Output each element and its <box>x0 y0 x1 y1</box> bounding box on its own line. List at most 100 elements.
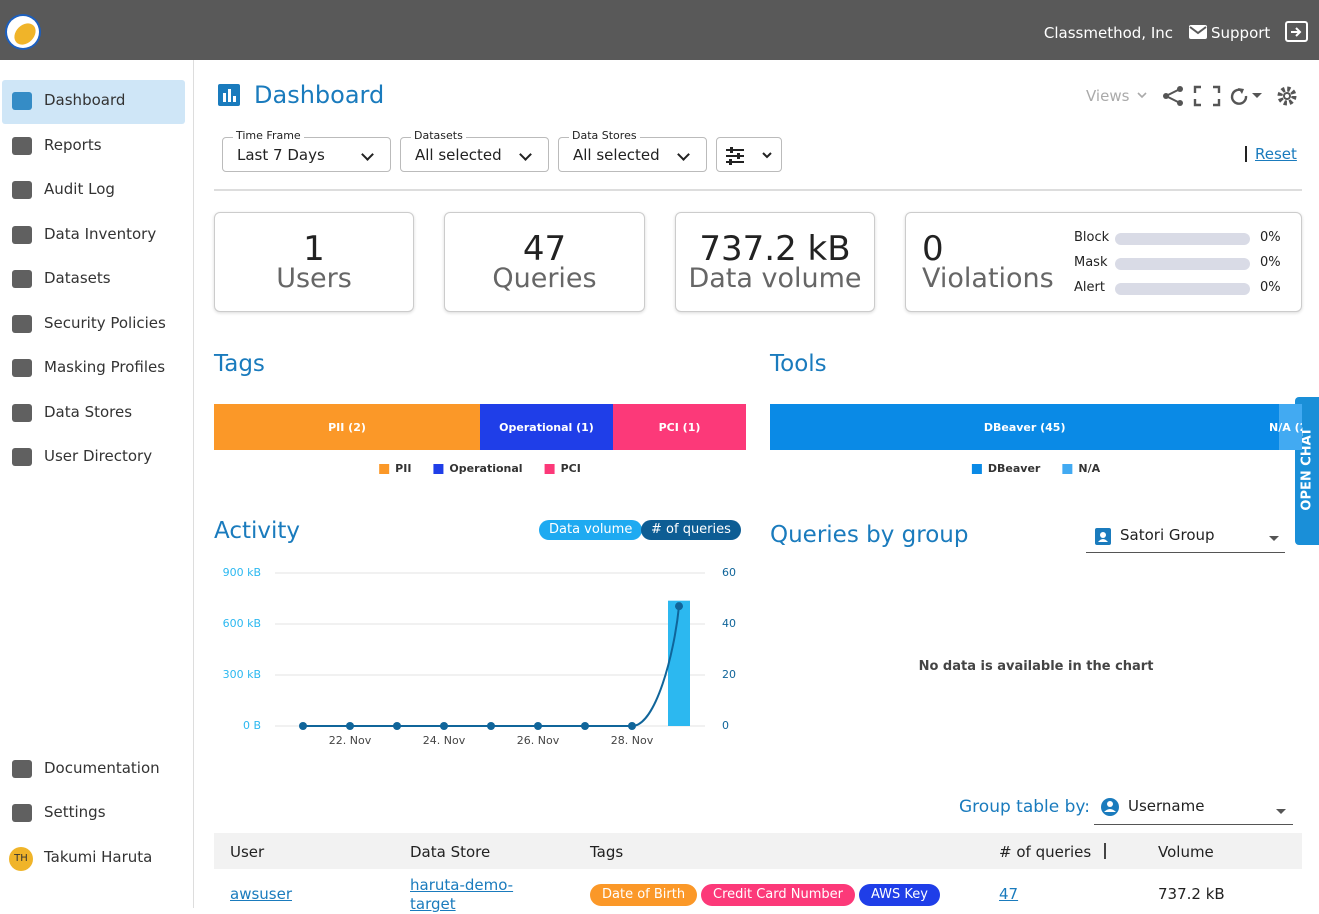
section-title: Activity <box>214 518 301 544</box>
mail-icon <box>1189 25 1207 39</box>
logo[interactable] <box>4 13 42 51</box>
selector-value: Satori Group <box>1120 526 1215 544</box>
segment-label: DBeaver (45) <box>984 421 1066 434</box>
legend-swatch <box>544 464 555 474</box>
queries-link[interactable]: 47 <box>999 885 1019 903</box>
bar-value: 0% <box>1260 255 1281 270</box>
bar-segment <box>770 404 1280 450</box>
section-title: Tools <box>770 351 827 377</box>
nav-icon <box>12 760 32 778</box>
nav-item[interactable]: Settings <box>44 803 106 821</box>
nav-active <box>2 80 185 124</box>
y-tick-label: 900 kB <box>223 566 261 579</box>
nav-item[interactable]: Audit Log <box>44 180 115 198</box>
bar-segment <box>480 404 613 450</box>
legend-label: Operational <box>449 462 522 475</box>
y-tick-label: 600 kB <box>223 617 261 630</box>
x-tick-label: 26. Nov <box>517 734 560 747</box>
filter-value: Last 7 Days <box>237 146 325 164</box>
x-tick-label: 24. Nov <box>423 734 466 747</box>
nav-item[interactable]: Masking Profiles <box>44 358 166 376</box>
filter-options[interactable] <box>716 137 782 172</box>
filter-label: Data Stores <box>569 129 640 142</box>
nav-item[interactable]: User Directory <box>44 447 153 465</box>
segment-label: Operational (1) <box>499 421 594 434</box>
nav-item[interactable]: Security Policies <box>44 313 166 332</box>
tag-chip: AWS Key <box>859 884 940 906</box>
y-tick-label: 0 B <box>243 719 261 732</box>
nav-item[interactable]: Dashboard <box>44 91 126 109</box>
nav-icon <box>12 225 32 244</box>
nav-icon <box>12 181 32 199</box>
filter-select[interactable]: Time Frame Last 7 Days <box>222 129 391 172</box>
y2-tick-label: 40 <box>722 617 736 630</box>
bar-track <box>1115 283 1250 295</box>
support-link[interactable]: Support <box>1211 24 1271 42</box>
toggle[interactable]: Data volume <box>539 520 643 540</box>
toolbar-icons[interactable] <box>1134 84 1304 108</box>
point <box>393 722 401 730</box>
stat-label: Data volume <box>688 263 862 294</box>
group-selector[interactable]: Satori Group <box>1086 520 1285 553</box>
sort-icon <box>1104 843 1106 859</box>
stat-value: 47 <box>522 229 567 269</box>
nav-item[interactable]: Reports <box>44 135 102 154</box>
avatar: TH <box>9 847 33 871</box>
volume: 737.2 kB <box>1158 885 1225 903</box>
filter-select[interactable]: Datasets All selected <box>400 129 549 172</box>
violations-card: 0 Violations Block 0% Mask 0% Alert 0% <box>905 212 1302 312</box>
filter-label: Time Frame <box>233 129 304 142</box>
reset-link[interactable]: Reset <box>1255 145 1297 163</box>
point <box>487 722 495 730</box>
filter-label: Datasets <box>411 129 466 142</box>
bar-name: Mask <box>1074 255 1108 270</box>
legend: DBeaver N/A <box>971 462 1101 475</box>
bar-value: 0% <box>1260 230 1281 245</box>
stat-value: 737.2 kB <box>699 229 851 269</box>
separator <box>214 189 1302 191</box>
table-header: User Data Store Tags # of queries Volume <box>214 833 1302 869</box>
nav-icon <box>12 448 32 466</box>
y2-tick-label: 0 <box>722 719 729 732</box>
stat-label: Queries <box>492 263 597 294</box>
y-tick-label: 300 kB <box>223 668 261 681</box>
segment-label: PCI (1) <box>659 421 701 434</box>
sidebar: Dashboard Reports Audit Log Data Inventory D… <box>0 60 194 908</box>
nav-item[interactable]: Datasets <box>44 269 111 287</box>
user-link[interactable]: awsuser <box>230 885 292 903</box>
stat-label: Violations <box>922 263 1054 294</box>
legend-swatch <box>971 464 982 474</box>
divider <box>1245 146 1247 162</box>
filter-select[interactable]: Data Stores All selected <box>558 129 707 172</box>
stat-label: Users <box>276 263 352 294</box>
selector-value: Username <box>1128 797 1205 815</box>
queries-card: 47 Queries <box>444 212 645 312</box>
section-title: Tags <box>214 351 265 377</box>
toggle[interactable]: # of queries <box>641 520 741 540</box>
nav-item[interactable]: Data Inventory <box>44 224 157 243</box>
nav-item[interactable]: Data Stores <box>44 402 133 421</box>
bar-name: Alert <box>1074 280 1105 295</box>
nav-icon <box>12 804 32 822</box>
section-title: Queries by group <box>770 522 969 548</box>
company: Classmethod, Inc <box>1043 24 1173 42</box>
legend: PII Operational PCI <box>379 462 581 475</box>
legend-label: N/A <box>1078 462 1100 475</box>
bar-name: Block <box>1074 230 1110 245</box>
views-menu[interactable]: Views <box>1086 87 1130 105</box>
nav-icon <box>12 136 32 155</box>
x-tick-label: 22. Nov <box>329 734 372 747</box>
logout-icon[interactable] <box>1285 21 1309 43</box>
bar-track <box>1115 258 1250 270</box>
user-name[interactable]: Takumi Haruta <box>44 848 153 866</box>
bar-value: 0% <box>1260 280 1281 295</box>
legend-label: PII <box>395 462 411 475</box>
group-table-selector[interactable]: Username <box>1094 792 1293 825</box>
nav-item[interactable]: Documentation <box>44 759 160 777</box>
y2-tick-label: 20 <box>722 668 736 681</box>
segment-label: PII (2) <box>328 421 366 434</box>
y2-tick-label: 60 <box>722 566 736 579</box>
legend-label: PCI <box>561 462 581 475</box>
group-label: Group table by: <box>959 797 1090 817</box>
